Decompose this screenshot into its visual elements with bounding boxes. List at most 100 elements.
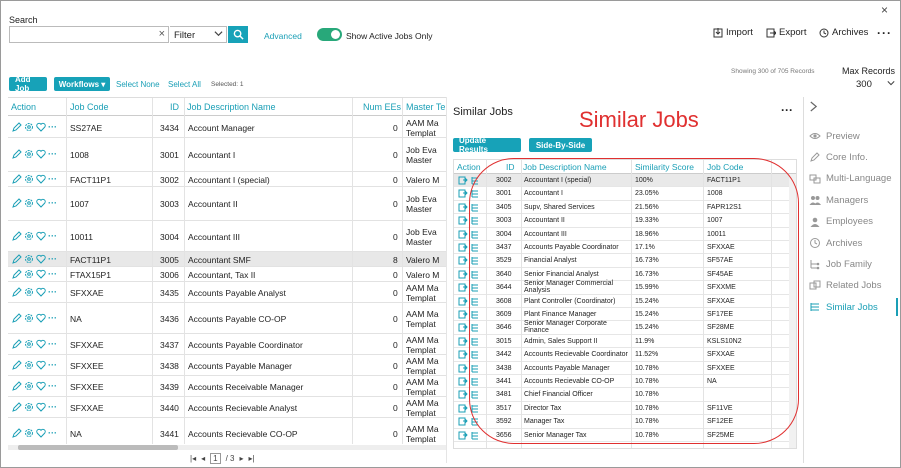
table-row[interactable]: ··· SFXXAE 3437 Accounts Payable Coordinato… [8, 334, 446, 355]
advanced-link[interactable]: Advanced [264, 31, 302, 41]
view-icon[interactable] [458, 431, 468, 440]
table-row[interactable]: ··· NA 3441 Accounts Recievable CO-OP 0 AAM M… [8, 418, 446, 444]
add-job-button[interactable]: Add Job [9, 75, 47, 93]
view-icon[interactable] [458, 230, 468, 239]
table-row[interactable]: ··· FACT11P1 3002 Accountant I (special) 0 Va… [8, 172, 446, 187]
edit-icon[interactable] [12, 401, 22, 412]
heart-icon[interactable] [36, 381, 46, 391]
col-id[interactable]: ID [170, 102, 179, 112]
col-num-ees[interactable]: Num EEs [363, 102, 402, 112]
heart-icon[interactable] [36, 122, 46, 132]
view-icon[interactable] [458, 243, 468, 252]
more-icon[interactable]: ··· [48, 427, 57, 438]
table-row[interactable]: ··· FACT11P1 3005 Accountant SMF 8 Valero M [8, 252, 446, 267]
more-icon[interactable]: ··· [48, 338, 57, 349]
edit-icon[interactable] [12, 198, 22, 208]
gear-icon[interactable] [24, 360, 34, 370]
compare-icon[interactable] [470, 390, 480, 399]
more-icon[interactable]: ··· [48, 253, 57, 264]
more-icon[interactable]: ··· [48, 121, 57, 132]
similar-row[interactable]: 3437 Accounts Payable Coordinator 17.1% SFX… [454, 241, 796, 255]
edit-icon[interactable] [12, 286, 22, 297]
job-name-cell[interactable]: Accounts Receivable Manager [188, 381, 304, 392]
heart-icon[interactable] [36, 269, 46, 279]
gear-icon[interactable] [24, 381, 34, 391]
more-icon[interactable]: ··· [48, 230, 57, 241]
more-icon[interactable]: ··· [48, 198, 57, 208]
view-icon[interactable] [458, 297, 468, 306]
similar-row[interactable]: 3529 Financial Analyst 16.73% SF57AE [454, 254, 796, 268]
gear-icon[interactable] [24, 254, 34, 264]
edit-icon[interactable] [12, 121, 22, 132]
table-row[interactable]: ··· FTAX15P1 3006 Accountant, Tax II 0 Valero… [8, 267, 446, 282]
import-button[interactable]: Import [713, 27, 753, 38]
page-input[interactable]: 1 [210, 453, 221, 464]
similar-row[interactable]: 3608 Plant Controller (Coordinator) 15.24%… [454, 295, 796, 308]
table-row[interactable]: ··· 1007 3003 Accountant II 0 Job Eva Master [8, 187, 446, 221]
heart-icon[interactable] [36, 428, 46, 438]
sidebar-item-job-family[interactable]: Job Family [804, 255, 898, 273]
gear-icon[interactable] [24, 231, 34, 241]
similar-row[interactable]: 3609 Plant Finance Manager 15.24% SF17EE [454, 308, 796, 322]
heart-icon[interactable] [36, 313, 46, 323]
table-row[interactable]: ··· 10011 3004 Accountant III 0 Job Eva Master [8, 221, 446, 252]
view-icon[interactable] [458, 270, 468, 279]
similar-scrollbar[interactable] [789, 174, 796, 448]
view-icon[interactable] [458, 256, 468, 265]
filter-select[interactable]: Filter [170, 26, 227, 43]
gear-icon[interactable] [24, 174, 34, 184]
sidebar-item-multi-language[interactable]: Multi-Language [804, 170, 898, 188]
more-icon[interactable]: ··· [48, 173, 57, 184]
prev-page-icon[interactable]: ◂ [201, 454, 206, 463]
more-icon[interactable]: ··· [48, 268, 57, 279]
heart-icon[interactable] [36, 149, 46, 159]
similar-row[interactable]: 3015 Admin, Sales Support II 11.9% KSLS10N2 [454, 335, 796, 349]
similar-row[interactable]: 3640 Senior Financial Analyst 16.73% SF45AE [454, 268, 796, 282]
table-row[interactable]: ··· SFXXEE 3438 Accounts Payable Manager 0 AA… [8, 355, 446, 376]
first-page-icon[interactable]: |◂ [190, 454, 197, 463]
view-icon[interactable] [458, 203, 468, 212]
export-button[interactable]: Export [766, 27, 806, 38]
panel-more-icon[interactable]: ··· [781, 103, 793, 117]
gear-icon[interactable] [24, 122, 34, 132]
compare-icon[interactable] [470, 431, 480, 440]
compare-icon[interactable] [470, 203, 480, 212]
compare-icon[interactable] [470, 270, 480, 279]
job-name-cell[interactable]: Account Manager [188, 122, 255, 133]
similar-row[interactable]: 3442 Accounts Recievable Coordinator 11.52… [454, 348, 796, 362]
compare-icon[interactable] [470, 310, 480, 319]
more-icon[interactable]: ··· [48, 149, 57, 159]
view-icon[interactable] [458, 377, 468, 386]
view-icon[interactable] [458, 364, 468, 373]
collapse-chevron-icon[interactable] [809, 101, 818, 114]
edit-icon[interactable] [12, 338, 22, 349]
more-menu-icon[interactable]: ··· [877, 26, 892, 40]
compare-icon[interactable] [470, 256, 480, 265]
gear-icon[interactable] [24, 149, 34, 159]
gear-icon[interactable] [24, 269, 34, 279]
compare-icon[interactable] [470, 364, 480, 373]
similar-row[interactable]: 3002 Accountant I (special) 100% FACT11P1 [454, 174, 796, 188]
sidebar-item-core-info[interactable]: Core Info. [804, 148, 898, 166]
heart-icon[interactable] [36, 231, 46, 241]
compare-icon[interactable] [470, 297, 480, 306]
edit-icon[interactable] [12, 427, 22, 438]
col-action[interactable]: Action [11, 102, 37, 112]
edit-icon[interactable] [12, 359, 22, 370]
similar-row[interactable]: 3441 Accounts Recievable CO-OP 10.78% NA [454, 375, 796, 389]
heart-icon[interactable] [36, 339, 46, 349]
close-icon[interactable]: × [881, 3, 889, 17]
heart-icon[interactable] [36, 287, 46, 297]
search-input[interactable]: × [9, 26, 169, 43]
sidebar-item-similar-jobs[interactable]: Similar Jobs [804, 298, 898, 317]
gear-icon[interactable] [24, 287, 34, 297]
compare-icon[interactable] [470, 377, 480, 386]
next-page-icon[interactable]: ▸ [239, 454, 244, 463]
archives-button[interactable]: Archives [819, 27, 868, 38]
table-row[interactable]: ··· SFXXAE 3435 Accounts Payable Analyst 0 AA… [8, 282, 446, 303]
compare-icon[interactable] [470, 230, 480, 239]
heart-icon[interactable] [36, 360, 46, 370]
workflows-button[interactable]: Workflows ▾ [54, 77, 110, 91]
side-by-side-button[interactable]: Side-By-Side [529, 138, 592, 152]
more-icon[interactable]: ··· [48, 286, 57, 297]
